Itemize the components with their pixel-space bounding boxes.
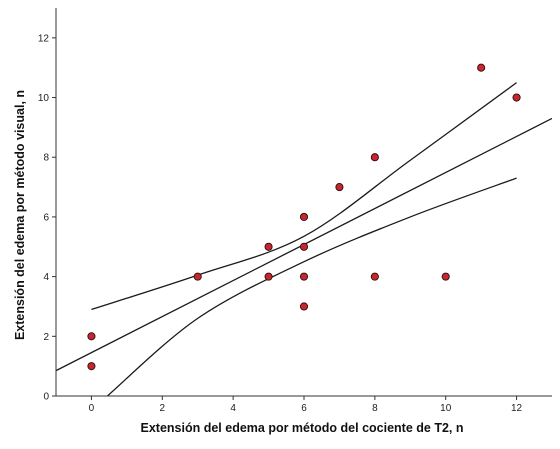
axes: 0 2 4 6 8 10 12 0 2 4 6 8 10 12 xyxy=(38,8,552,414)
data-point xyxy=(87,332,96,341)
data-point xyxy=(299,272,309,281)
y-tick-label: 0 xyxy=(43,392,49,403)
data-point xyxy=(87,362,96,371)
data-point xyxy=(264,272,273,281)
data-point xyxy=(335,183,344,192)
y-tick-label: 2 xyxy=(43,332,49,343)
data-points xyxy=(87,63,521,371)
data-point xyxy=(370,272,379,281)
x-tick-label: 2 xyxy=(160,403,166,414)
y-tick-label: 12 xyxy=(38,33,50,44)
data-point xyxy=(370,153,379,162)
x-tick-label: 10 xyxy=(440,403,452,414)
x-tick-label: 4 xyxy=(230,403,236,414)
y-tick-label: 10 xyxy=(38,93,50,104)
x-tick-label: 6 xyxy=(301,403,307,414)
data-point xyxy=(512,93,521,102)
plot-background xyxy=(56,8,552,396)
data-point xyxy=(299,242,309,251)
y-axis-label: Extensión del edema por método visual, n xyxy=(13,90,27,340)
data-point xyxy=(193,272,202,281)
data-point xyxy=(477,63,486,72)
data-point xyxy=(264,242,273,251)
x-tick-label: 12 xyxy=(511,403,523,414)
y-tick-label: 6 xyxy=(43,212,49,223)
x-tick-label: 0 xyxy=(89,403,95,414)
fit-line-ci-upper xyxy=(91,82,517,311)
y-tick-label: 4 xyxy=(43,272,49,283)
data-point xyxy=(441,272,450,281)
data-point xyxy=(299,212,309,221)
data-point xyxy=(299,302,309,311)
plot-area xyxy=(56,8,552,396)
y-tick-label: 8 xyxy=(43,153,49,164)
x-axis-label: Extensión del edema por método del cocie… xyxy=(141,421,464,435)
x-tick-label: 8 xyxy=(372,403,378,414)
fit-line-ci-lower xyxy=(106,177,517,396)
